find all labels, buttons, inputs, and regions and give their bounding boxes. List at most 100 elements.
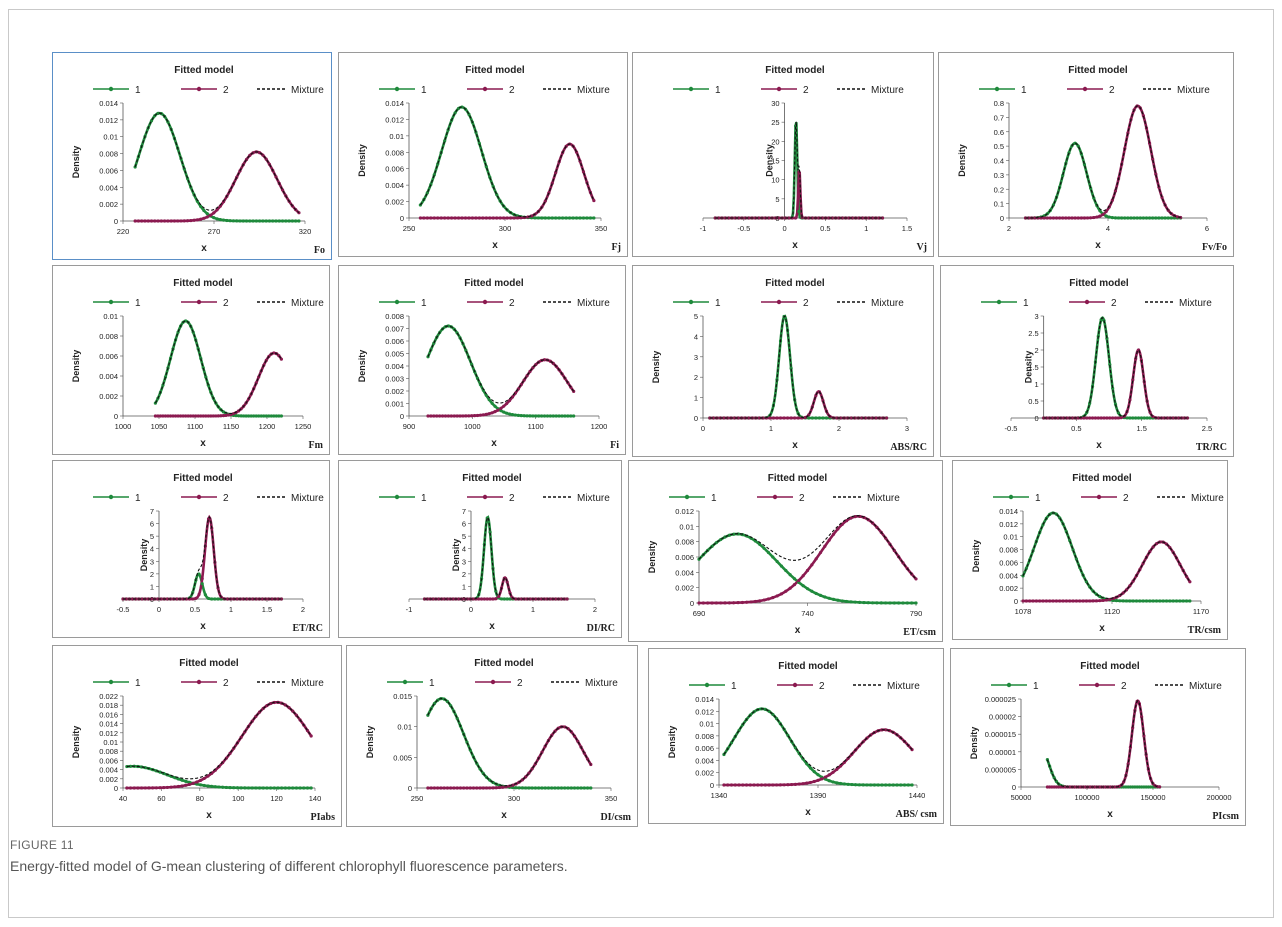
mixture-line (715, 121, 883, 219)
y-tick-label: 0 (114, 784, 118, 793)
series-2-point (844, 519, 849, 523)
x-axis-label: x (206, 810, 212, 821)
y-tick-label: 0.014 (999, 507, 1018, 516)
series-1-point (488, 530, 492, 534)
legend-mixture: Mixture (871, 298, 904, 309)
series-2-point (758, 599, 762, 603)
series-1-point (543, 786, 547, 790)
series-1-point (277, 414, 281, 418)
series-2-point (1054, 216, 1059, 220)
series-2-point (147, 786, 151, 790)
x-tick-label: 6 (1205, 224, 1209, 233)
x-tick-label: 0 (469, 605, 473, 614)
y-tick-label: 0.008 (99, 332, 118, 341)
series-2-point (874, 416, 878, 420)
series-2-point (701, 601, 705, 605)
series-2-point (793, 216, 798, 220)
chart-title: Fitted model (768, 473, 828, 484)
legend-mixture: Mixture (577, 85, 610, 96)
series-2-point (429, 414, 433, 418)
series-2-point (471, 597, 475, 601)
series-2-point (1110, 198, 1114, 202)
series-2-point (788, 586, 792, 590)
series-1-point (1135, 216, 1139, 220)
series-2-point (502, 404, 506, 408)
series-1-point (1120, 216, 1124, 220)
series-1-point (899, 783, 903, 787)
x-axis-label: x (201, 243, 207, 254)
series-2-point (805, 781, 809, 785)
series-2-point (130, 597, 135, 601)
chart-title: Fitted model (173, 278, 233, 289)
series-2-point (1113, 416, 1118, 420)
legend-series-1: 1 (1023, 298, 1029, 309)
series-1-line (1021, 511, 1190, 603)
series-1-point (1154, 599, 1159, 603)
series-1-point (838, 781, 843, 786)
y-tick-label: 0.004 (385, 181, 404, 190)
series-2-point (221, 414, 226, 418)
series-1-point (499, 408, 503, 413)
series-1-point (542, 414, 547, 418)
series-1-point (254, 786, 258, 790)
series-2-point (757, 216, 761, 220)
series-2-point (445, 786, 450, 790)
chart-panel-etcsm: Fitted model 1 2 Mixture 0 0.002 0.004 0.006 0.0… (628, 460, 943, 642)
chart-svg: Fitted model 1 2 Mixture 0 0.1 0.2 0.3 0.4 0.5 0.6… (957, 65, 1227, 253)
series-2-point (786, 783, 790, 787)
series-1-point (254, 414, 258, 418)
y-tick-label: 1 (462, 582, 466, 591)
series-2-point (1101, 212, 1105, 217)
y-tick-label: 0.004 (385, 362, 404, 371)
series-2-point (491, 216, 495, 220)
series-1-point (1188, 599, 1192, 603)
y-tick-label: 0.01 (103, 312, 118, 321)
series-1-point (267, 219, 272, 223)
series-1-point (553, 786, 557, 790)
x-tick-label: 0 (783, 224, 787, 233)
y-axis-label: Density (765, 144, 775, 177)
series-1-point (251, 219, 255, 223)
series-2-point (461, 414, 465, 418)
y-tick-label: 0.7 (994, 113, 1004, 122)
series-2-point (777, 216, 781, 220)
y-tick-label: 6 (462, 520, 466, 529)
y-tick-label: 0.01 (397, 723, 412, 732)
series-1-point (884, 601, 888, 605)
x-tick-label: 1440 (909, 791, 926, 800)
series-1-point (522, 414, 526, 418)
x-tick-label: 250 (411, 794, 424, 803)
series-1-point (1088, 401, 1092, 405)
series-2-point (756, 783, 760, 787)
series-2-point (191, 781, 195, 785)
series-1-point (239, 786, 243, 790)
series-1-point (814, 416, 818, 420)
x-tick-label: 1390 (810, 791, 827, 800)
series-1-point (875, 601, 879, 605)
series-2-point (592, 198, 596, 203)
series-2-point (189, 218, 193, 223)
y-tick-label: 0.018 (99, 701, 118, 710)
series-1-point (262, 414, 266, 418)
y-tick-label: 0.6 (994, 128, 1004, 137)
chart-title: Fitted model (1069, 278, 1129, 289)
series-1-point (892, 601, 896, 605)
y-tick-label: 0.014 (695, 695, 714, 704)
legend: 1 2 Mixture (673, 85, 904, 96)
series-1-point (514, 786, 518, 790)
x-tick-label: 80 (196, 794, 204, 803)
series-2-point (838, 764, 843, 768)
series-2-point (559, 597, 563, 601)
series-1-point (248, 219, 252, 223)
y-tick-label: 0.8 (994, 99, 1004, 108)
series-1-point (762, 546, 766, 550)
series-2-point (218, 204, 222, 208)
series-2-point (146, 219, 150, 223)
series-1-point (797, 209, 801, 214)
series-2-point (805, 568, 810, 573)
series-2-point (179, 219, 183, 223)
series-1-point (805, 587, 810, 591)
x-tick-label: 1.5 (1136, 424, 1146, 433)
y-axis-label: Density (139, 539, 149, 572)
series-1-point (853, 600, 857, 604)
